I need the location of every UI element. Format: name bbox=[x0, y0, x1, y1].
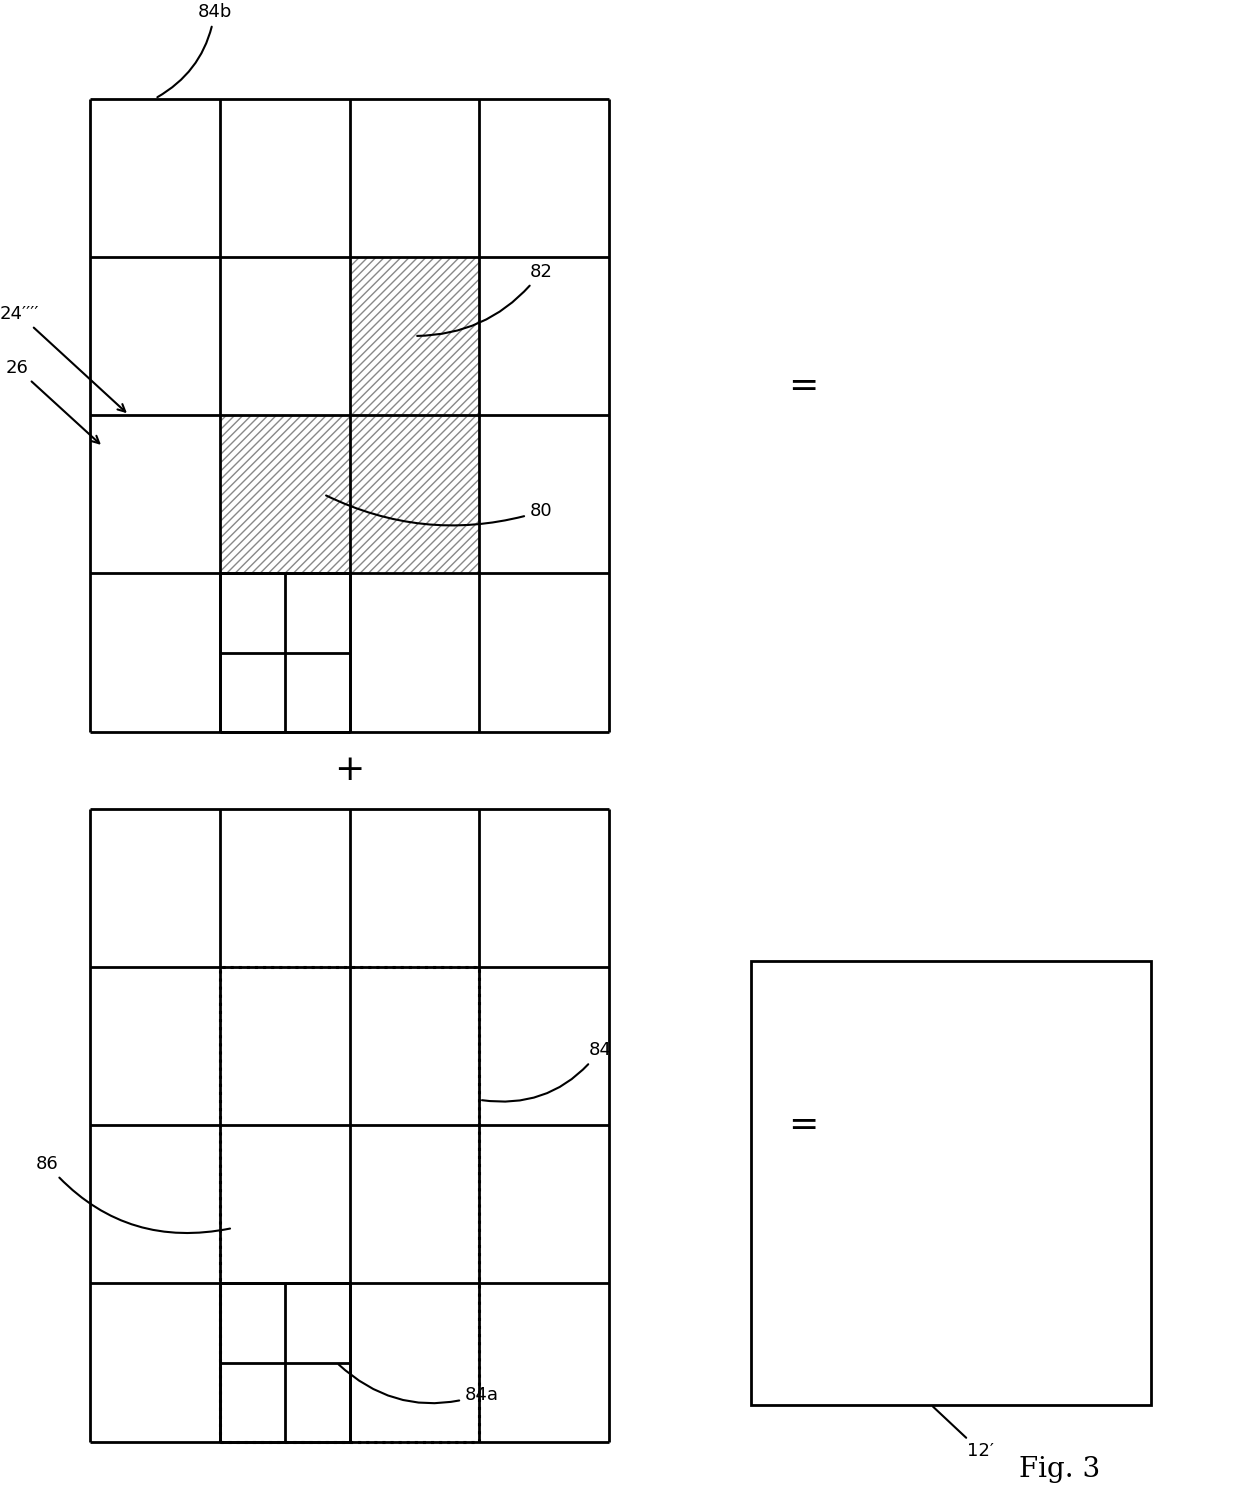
Text: 84: 84 bbox=[482, 1041, 611, 1102]
Text: =: = bbox=[787, 1108, 818, 1142]
Bar bbox=[350, 257, 480, 415]
Text: 24′′′′: 24′′′′ bbox=[0, 306, 125, 412]
Text: 86: 86 bbox=[36, 1154, 231, 1233]
Text: +: + bbox=[335, 752, 365, 787]
Bar bbox=[350, 415, 480, 573]
Bar bbox=[751, 960, 1151, 1404]
Text: 12′: 12′ bbox=[932, 1407, 994, 1460]
Text: 84b: 84b bbox=[157, 3, 232, 98]
Text: 84a: 84a bbox=[339, 1365, 498, 1404]
Bar bbox=[219, 966, 480, 1442]
Text: =: = bbox=[787, 369, 818, 402]
Text: 82: 82 bbox=[417, 263, 553, 336]
Text: 80: 80 bbox=[326, 495, 552, 525]
Bar bbox=[219, 415, 350, 573]
Text: 26: 26 bbox=[5, 358, 99, 444]
Text: Fig. 3: Fig. 3 bbox=[1019, 1455, 1101, 1482]
